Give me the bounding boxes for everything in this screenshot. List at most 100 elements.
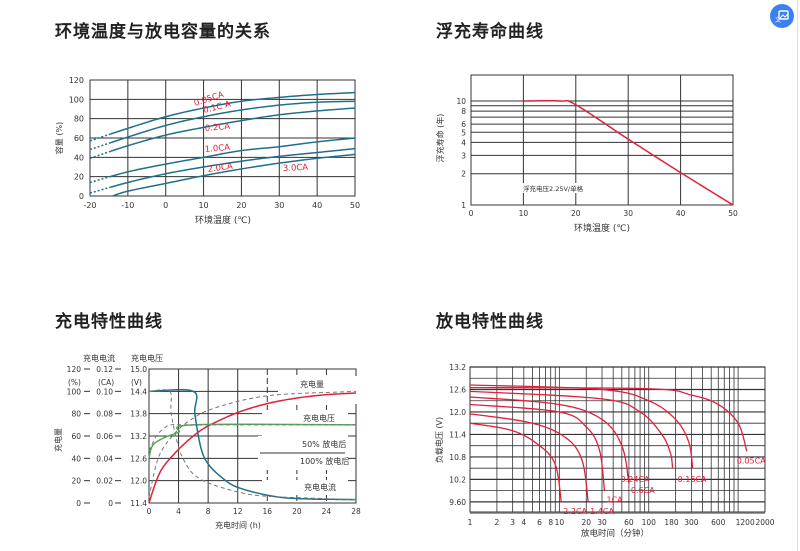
series-line [110,91,356,135]
x-tick-label: 10 [198,201,208,210]
x-tick-label: 20 [571,209,581,218]
axis-unit: (CA) [98,378,114,387]
svg-text:文: 文 [775,16,781,23]
plot-frame [148,368,357,504]
series-line-dotted [89,133,112,142]
axis-unit: (V) [131,378,142,387]
y-tick-label: 13.8 [130,410,147,419]
y-tick-label: 3 [461,151,466,160]
x-tick-label: 40 [676,209,686,218]
y-tick-label: 13.2 [449,363,466,372]
y-tick-label: 0.04 [96,454,113,463]
series-line-dotted [89,141,112,151]
x-tick-label: 8 [548,518,553,527]
x-tick-label: 3 [510,518,515,527]
translate-button[interactable]: 文 [770,4,794,28]
section-title-charge: 充电特性曲线 [55,312,163,332]
x-tick-label: 28 [351,507,361,516]
section-title-temp-capacity: 环境温度与放电容量的关系 [55,22,271,42]
series-line [110,107,356,152]
y-tick-label: 40 [74,153,84,162]
y-tick-label: 80 [71,410,81,419]
y-axis-label: 充电量 [53,428,63,452]
y-tick-label: 120 [67,365,82,374]
x-tick-label: 20 [292,507,302,516]
series-label: 3.0CA [283,163,309,174]
x-tick-label: 4 [176,507,181,516]
y-tick-label: 2 [461,170,466,179]
curve-label: 0.6CA [631,486,655,495]
x-tick-label: 1200 [736,518,755,527]
series-line-50-percent [148,424,356,452]
x-tick-label: 24 [322,507,332,516]
x-tick-label: 10 [519,209,529,218]
curve-label: 1.4CA [590,507,614,516]
discharge-curve [469,413,589,502]
curve-label: 0.05CA [737,456,766,465]
discharge-curve [469,403,606,491]
x-tick-label: 12 [233,507,243,516]
discharge-curve [469,396,630,484]
x-tick-label: 30 [597,518,607,527]
series-line-dotted [89,175,112,184]
series-line-50-percent [148,390,357,498]
x-tick-label: 50 [728,209,738,218]
x-tick-label: 0 [147,507,152,516]
axis-header: 充电电流 [83,353,115,363]
x-tick-label: 6 [537,518,542,527]
x-tick-label: 600 [711,518,726,527]
y-tick-label: 10.2 [449,475,466,484]
scrollbar-edge[interactable] [797,0,798,551]
y-tick-label: 0 [108,499,113,508]
y-tick-label: 8 [461,107,466,116]
y-tick-label: 1 [461,201,466,210]
x-tick-label: 1 [468,518,473,527]
section-title-float-life: 浮充寿命曲线 [436,22,544,42]
y-tick-label: 6 [461,120,466,129]
series-line [110,137,356,178]
x-tick-label: 30 [623,209,633,218]
curve-label: 0.16CA [678,475,707,484]
x-tick-label: 30 [274,201,284,210]
label-after-50-discharge: 50% 放电后 [302,439,346,449]
y-tick-label: 11.4 [449,430,466,439]
discharge-curve [469,386,748,452]
x-tick-label: 2 [495,518,500,527]
y-axis-label: 负载电压 (V) [434,417,444,463]
y-tick-label: 12.6 [449,385,466,394]
y-tick-label: 5 [461,128,466,137]
x-tick-label: 4 [521,518,526,527]
x-tick-label: 180 [664,518,679,527]
axis-unit: (%) [68,378,81,387]
y-axis-label: 容量 (%) [54,122,64,154]
series-line-50-percent [148,389,357,501]
series-label: 0.2CA [204,122,230,134]
label-background [258,454,348,470]
series-line [110,100,356,144]
x-tick-label: 0 [469,209,474,218]
y-tick-label: 80 [74,115,84,124]
annotation-text: 浮充电压2.25V/单格 [523,184,584,193]
y-tick-label: 0.12 [96,365,113,374]
x-tick-label: 16 [263,507,273,516]
y-tick-label: 120 [69,76,84,85]
label-charge-voltage: 充电电压 [303,413,335,423]
series-line [110,147,356,188]
series-line [112,153,356,197]
label-background [262,480,348,494]
x-tick-label: 2000 [755,518,774,527]
x-tick-label: 300 [684,518,699,527]
y-tick-label: 12.0 [449,408,466,417]
x-axis-label: 环境温度 (℃) [195,214,251,226]
x-axis-label: 环境温度 (℃) [574,222,630,234]
y-tick-label: 4 [461,138,466,147]
x-tick-label: 100 [642,518,657,527]
image-translate-icon: 文 [775,10,789,23]
x-tick-label: 20 [236,201,246,210]
label-charge-current: 充电电流 [304,482,336,492]
y-tick-label: 100 [67,387,82,396]
axis-header: 充电电压 [131,353,163,363]
x-tick-label: 60 [624,518,634,527]
y-tick-label: 0 [76,499,81,508]
